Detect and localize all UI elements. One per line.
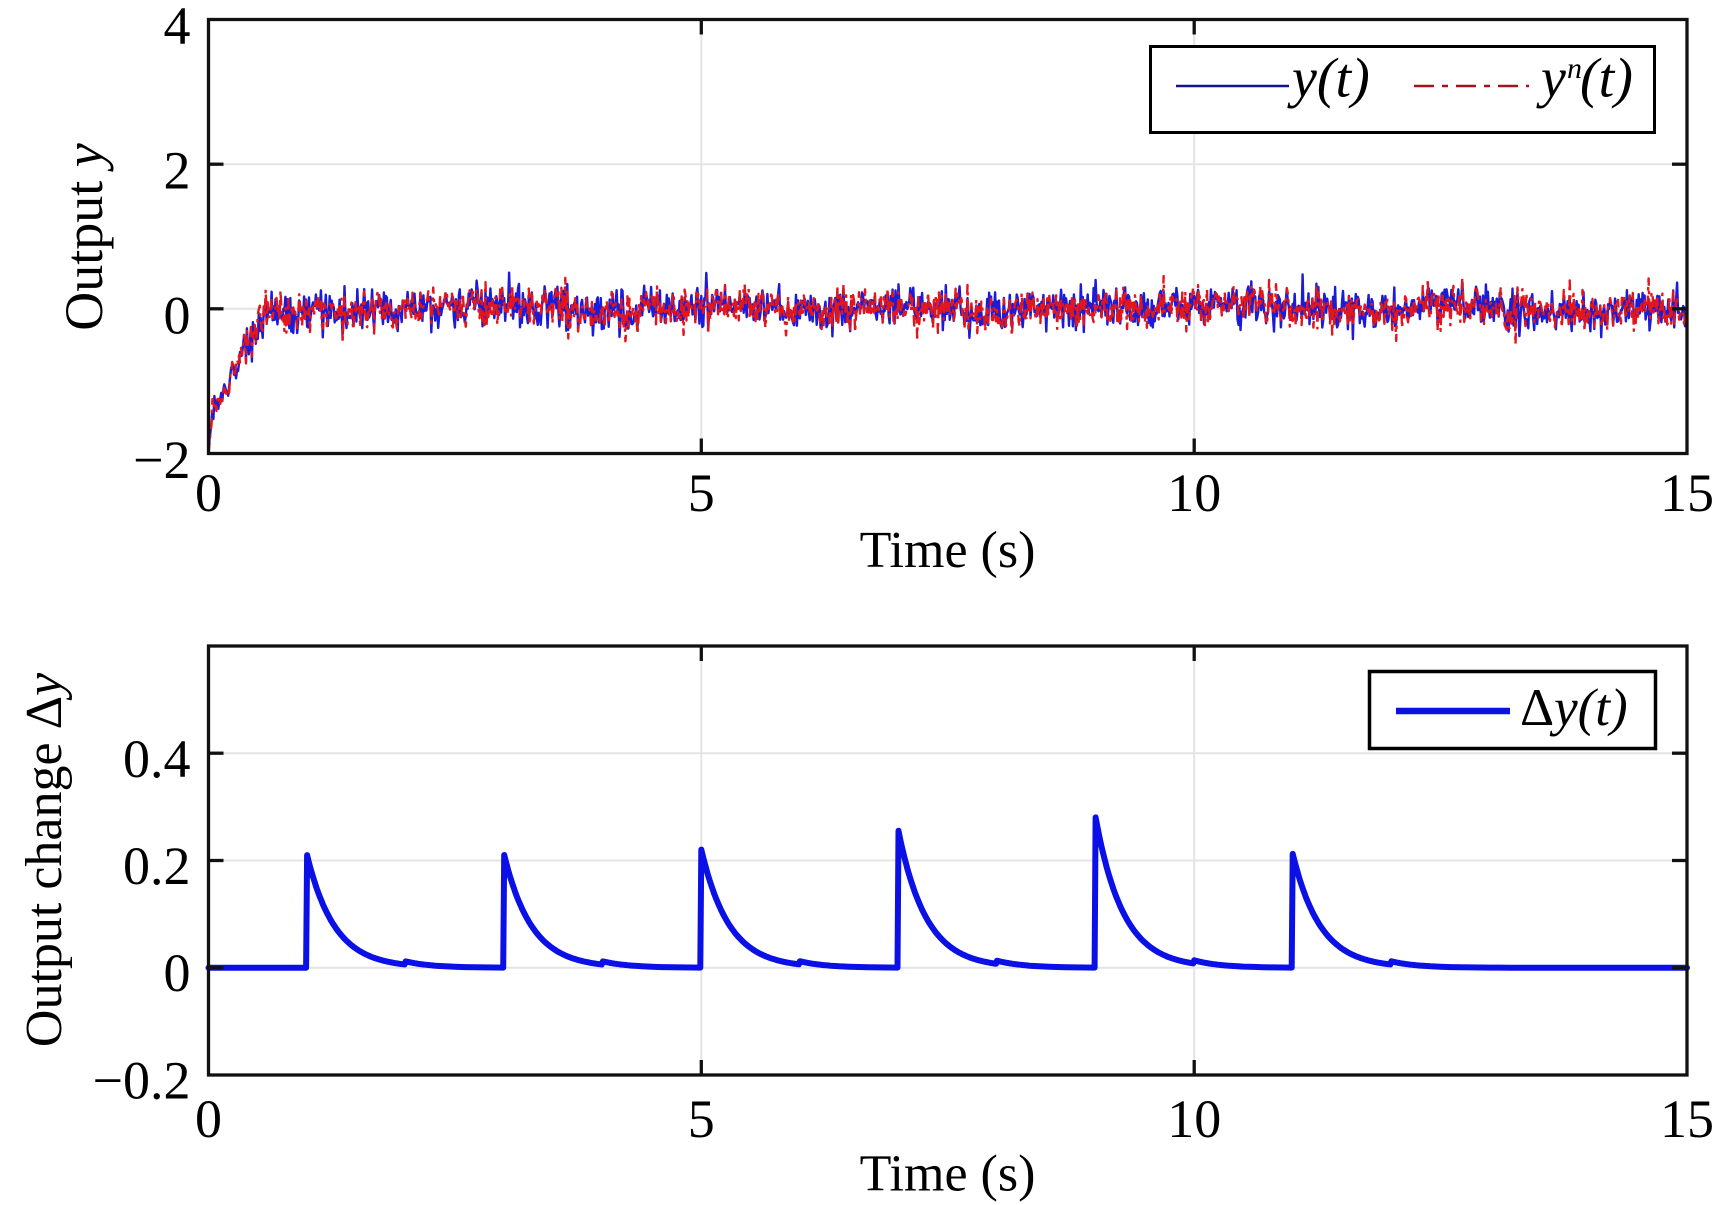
svg-text:y: y <box>1536 48 1566 110</box>
svg-text:Δy(t): Δy(t) <box>1520 679 1628 737</box>
svg-text:2: 2 <box>164 141 191 201</box>
svg-text:4: 4 <box>164 0 191 56</box>
svg-text:15: 15 <box>1660 1089 1714 1149</box>
svg-text:0.2: 0.2 <box>123 836 191 896</box>
svg-text:Output change Δy: Output change Δy <box>16 672 73 1047</box>
svg-text:0: 0 <box>195 1089 222 1149</box>
svg-text:5: 5 <box>688 463 715 523</box>
svg-text:Time (s): Time (s) <box>860 1146 1036 1203</box>
svg-text:n: n <box>1567 52 1582 85</box>
svg-text:−2: −2 <box>133 430 190 490</box>
svg-text:0: 0 <box>164 285 191 345</box>
svg-text:0.4: 0.4 <box>123 729 191 789</box>
svg-text:10: 10 <box>1167 463 1221 523</box>
svg-text:10: 10 <box>1167 1089 1221 1149</box>
svg-text:5: 5 <box>688 1089 715 1149</box>
svg-text:0: 0 <box>195 463 222 523</box>
svg-text:15: 15 <box>1660 463 1714 523</box>
svg-text:y(t): y(t) <box>1287 48 1370 110</box>
svg-text:−0.2: −0.2 <box>93 1051 191 1111</box>
svg-text:Time (s): Time (s) <box>860 522 1036 579</box>
svg-text:0: 0 <box>164 943 191 1003</box>
svg-text:(t): (t) <box>1580 48 1633 110</box>
svg-text:Output y: Output y <box>54 143 114 331</box>
